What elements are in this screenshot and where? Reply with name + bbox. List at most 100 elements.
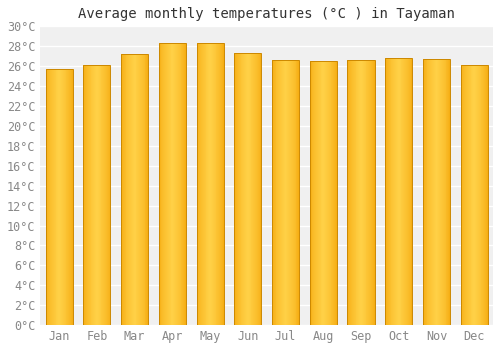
Bar [87,65,88,325]
Bar [103,65,104,325]
Bar [216,43,218,325]
Bar [162,43,164,325]
Bar [94,65,95,325]
Bar [361,60,362,325]
Bar [140,54,141,325]
Bar [368,60,369,325]
Bar [363,60,364,325]
Bar [389,58,390,325]
Bar [213,43,214,325]
Bar [426,59,428,325]
Bar [336,61,337,325]
Bar [139,54,140,325]
Bar [294,60,296,325]
Bar [444,59,446,325]
Bar [121,54,148,325]
Bar [209,43,210,325]
Bar [248,53,250,325]
Bar [440,59,441,325]
Bar [322,61,324,325]
Bar [84,65,110,325]
Bar [204,43,206,325]
Bar [240,53,242,325]
Bar [351,60,352,325]
Bar [292,60,293,325]
Bar [254,53,255,325]
Bar [484,65,485,325]
Bar [221,43,222,325]
Bar [441,59,442,325]
Bar [253,53,254,325]
Bar [316,61,317,325]
Bar [327,61,328,325]
Bar [199,43,200,325]
Bar [185,43,186,325]
Bar [462,65,464,325]
Bar [69,69,70,325]
Bar [373,60,374,325]
Bar [234,53,235,325]
Bar [353,60,354,325]
Bar [159,43,186,325]
Bar [88,65,90,325]
Bar [252,53,253,325]
Bar [404,58,405,325]
Bar [46,69,48,325]
Bar [483,65,484,325]
Bar [272,60,273,325]
Bar [474,65,475,325]
Bar [352,60,353,325]
Bar [238,53,239,325]
Bar [121,54,122,325]
Bar [196,43,224,325]
Bar [283,60,284,325]
Bar [272,60,299,325]
Bar [255,53,256,325]
Bar [480,65,482,325]
Bar [236,53,237,325]
Bar [290,60,291,325]
Bar [219,43,220,325]
Bar [439,59,440,325]
Bar [430,59,431,325]
Bar [59,69,60,325]
Bar [96,65,97,325]
Bar [485,65,486,325]
Bar [98,65,100,325]
Bar [477,65,478,325]
Bar [141,54,142,325]
Bar [160,43,162,325]
Bar [56,69,58,325]
Bar [288,60,289,325]
Bar [464,65,465,325]
Bar [102,65,103,325]
Bar [333,61,334,325]
Bar [128,54,129,325]
Bar [310,61,312,325]
Bar [223,43,224,325]
Bar [174,43,175,325]
Bar [385,58,412,325]
Bar [296,60,298,325]
Bar [63,69,64,325]
Bar [244,53,245,325]
Bar [436,59,438,325]
Bar [66,69,68,325]
Bar [406,58,407,325]
Bar [95,65,96,325]
Bar [182,43,183,325]
Bar [142,54,143,325]
Bar [129,54,130,325]
Bar [166,43,167,325]
Bar [138,54,139,325]
Bar [273,60,274,325]
Bar [52,69,53,325]
Bar [245,53,246,325]
Bar [470,65,472,325]
Bar [289,60,290,325]
Bar [476,65,477,325]
Bar [310,61,337,325]
Bar [478,65,480,325]
Bar [202,43,203,325]
Bar [398,58,400,325]
